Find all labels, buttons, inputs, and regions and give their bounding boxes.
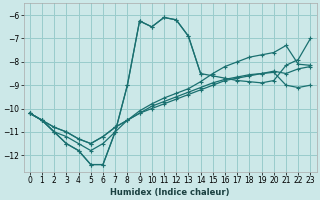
X-axis label: Humidex (Indice chaleur): Humidex (Indice chaleur): [110, 188, 230, 197]
